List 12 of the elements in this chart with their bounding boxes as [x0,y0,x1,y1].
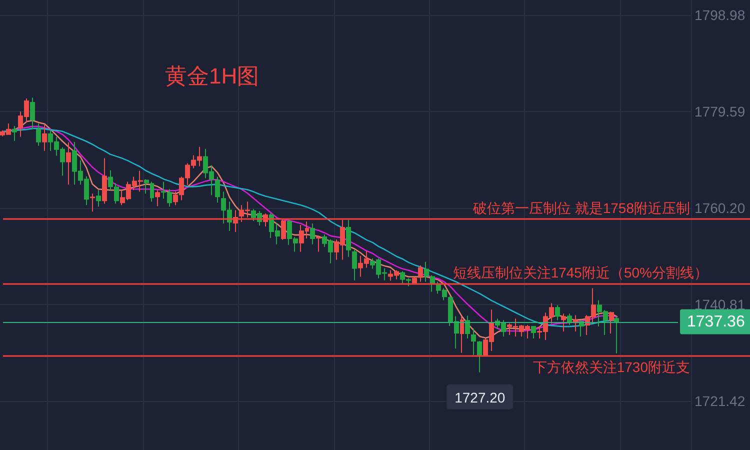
candlestick [42,124,47,152]
candlestick [102,158,107,204]
candlestick [96,190,101,208]
candlestick [36,122,41,146]
candlestick [155,190,160,207]
candlestick [90,193,95,212]
candlestick [150,181,154,202]
y-tick-label: 1798.98 [694,7,746,24]
candlestick [12,125,17,142]
candlestick [30,97,35,130]
candlestick [144,178,149,194]
candlestick [66,142,71,186]
